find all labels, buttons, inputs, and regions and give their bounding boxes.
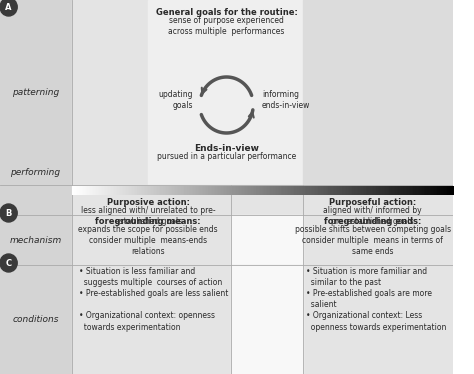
Text: A: A — [5, 3, 12, 12]
Text: • Situation is more familiar and
  similar to the past
• Pre-established goals a: • Situation is more familiar and similar… — [306, 267, 446, 331]
Circle shape — [0, 204, 17, 222]
Text: General goals for the routine:: General goals for the routine: — [155, 8, 297, 17]
Text: foregrounding ends:: foregrounding ends: — [324, 217, 421, 226]
Text: Ends-in-view: Ends-in-view — [194, 144, 259, 153]
Text: foregrounding means:: foregrounding means: — [95, 217, 201, 226]
Bar — [72, 215, 453, 265]
Text: expands the scope for possible ends
consider multiple  means-ends
relations: expands the scope for possible ends cons… — [78, 225, 218, 256]
Bar — [72, 185, 453, 215]
Text: informing
ends-in-view: informing ends-in-view — [262, 90, 310, 110]
Bar — [148, 0, 305, 185]
Text: sense of purpose experienced
across multiple  performances: sense of purpose experienced across mult… — [168, 16, 285, 36]
Bar — [231, 265, 303, 374]
Bar — [72, 0, 453, 185]
Text: conditions: conditions — [12, 316, 59, 325]
Text: Purposeful action:: Purposeful action: — [329, 198, 416, 207]
Bar — [0, 0, 72, 374]
Circle shape — [0, 254, 17, 272]
Text: updating
goals: updating goals — [158, 90, 193, 110]
Bar — [231, 215, 303, 265]
Bar — [72, 265, 453, 374]
Text: less aligned with/ unrelated to pre-
established goals: less aligned with/ unrelated to pre- est… — [81, 206, 216, 226]
Text: pursued in a particular performance: pursued in a particular performance — [157, 151, 296, 160]
Text: • Situation is less familiar and
  suggests multiple  courses of action
• Pre-es: • Situation is less familiar and suggest… — [79, 267, 228, 331]
Text: aligned with/ informed by
pre-established goals: aligned with/ informed by pre-establishe… — [323, 206, 422, 226]
Bar — [303, 0, 453, 185]
Circle shape — [0, 0, 17, 16]
Text: possible shifts between competing goals
consider multiple  means in terms of
sam: possible shifts between competing goals … — [295, 225, 451, 256]
Text: patterning: patterning — [12, 88, 59, 96]
Text: mechanism: mechanism — [9, 236, 62, 245]
Text: C: C — [6, 258, 12, 267]
Text: B: B — [5, 208, 12, 218]
Text: performing: performing — [10, 168, 60, 177]
Text: Purposive action:: Purposive action: — [107, 198, 190, 207]
